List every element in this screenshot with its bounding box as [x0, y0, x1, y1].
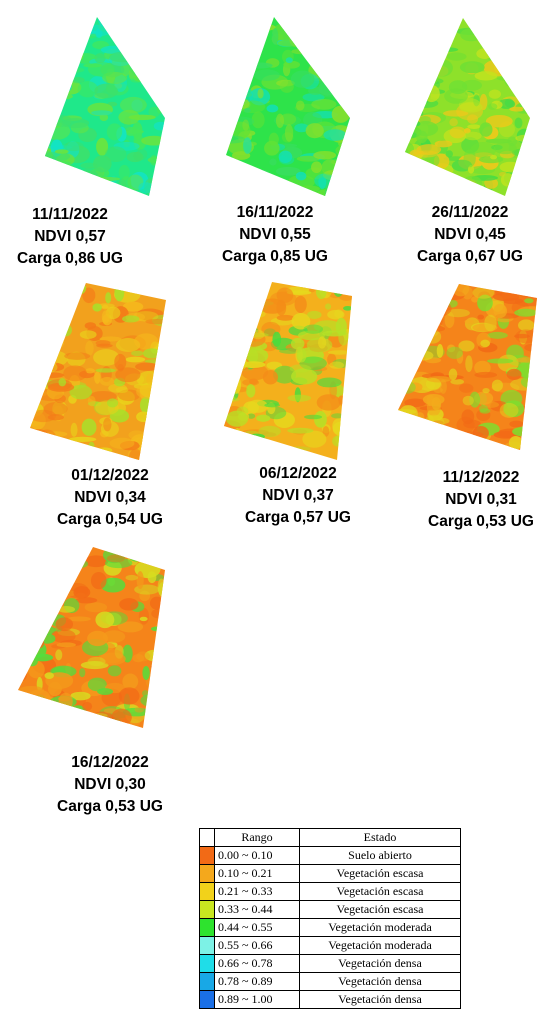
- legend-state: Vegetación densa: [299, 972, 461, 991]
- legend-range: 0.10 ~ 0.21: [214, 864, 300, 883]
- panel-date: 11/12/2022: [442, 469, 520, 486]
- panel-caption: 11/11/2022 NDVI 0,57 Carga 0,86 UG: [5, 204, 135, 270]
- panel-caption: 11/12/2022 NDVI 0,31 Carga 0,53 UG: [416, 467, 546, 533]
- panel-ndvi: NDVI 0,55: [239, 226, 311, 243]
- legend-color-swatch: [199, 972, 215, 991]
- panel-ndvi: NDVI 0,31: [445, 491, 517, 508]
- legend-row: 0.78 ~ 0.89 Vegetación densa: [199, 972, 461, 991]
- panel-date: 16/11/2022: [236, 204, 314, 221]
- panel-load: Carga 0,57 UG: [245, 509, 351, 526]
- panel-date: 26/11/2022: [431, 204, 509, 221]
- legend-state-header: Estado: [299, 828, 461, 847]
- legend-header-row: Rango Estado: [199, 828, 461, 847]
- legend-range: 0.89 ~ 1.00: [214, 990, 300, 1009]
- legend-range: 0.66 ~ 0.78: [214, 954, 300, 973]
- panel-caption: 26/11/2022 NDVI 0,45 Carga 0,67 UG: [405, 202, 535, 268]
- legend-state: Vegetación escasa: [299, 882, 461, 901]
- panel-date: 16/12/2022: [71, 754, 149, 771]
- panel-load: Carga 0,54 UG: [57, 511, 163, 528]
- legend-row: 0.33 ~ 0.44 Vegetación escasa: [199, 900, 461, 919]
- legend-range: 0.33 ~ 0.44: [214, 900, 300, 919]
- legend-row: 0.21 ~ 0.33 Vegetación escasa: [199, 882, 461, 901]
- legend-color-swatch: [199, 864, 215, 883]
- legend-color-swatch: [199, 990, 215, 1009]
- panel-date: 01/12/2022: [71, 467, 149, 484]
- panel-load: Carga 0,53 UG: [428, 513, 534, 530]
- legend-row: 0.00 ~ 0.10 Suelo abierto: [199, 846, 461, 865]
- legend-color-swatch: [199, 954, 215, 973]
- legend-range: 0.21 ~ 0.33: [214, 882, 300, 901]
- panel-caption: 06/12/2022 NDVI 0,37 Carga 0,57 UG: [233, 463, 363, 529]
- panel-ndvi: NDVI 0,57: [34, 228, 106, 245]
- legend-row: 0.66 ~ 0.78 Vegetación densa: [199, 954, 461, 973]
- legend-range-header: Rango: [214, 828, 300, 847]
- legend-row: 0.10 ~ 0.21 Vegetación escasa: [199, 864, 461, 883]
- panel-load: Carga 0,85 UG: [222, 248, 328, 265]
- panel-ndvi: NDVI 0,34: [74, 489, 146, 506]
- panel-ndvi: NDVI 0,30: [74, 776, 146, 793]
- legend-row: 0.55 ~ 0.66 Vegetación moderada: [199, 936, 461, 955]
- legend-state: Vegetación escasa: [299, 900, 461, 919]
- panel-date: 06/12/2022: [259, 465, 337, 482]
- legend-range: 0.44 ~ 0.55: [214, 918, 300, 937]
- legend-color-swatch: [199, 846, 215, 865]
- legend-color-swatch: [199, 936, 215, 955]
- panel-caption: 01/12/2022 NDVI 0,34 Carga 0,54 UG: [45, 465, 175, 531]
- legend-state: Vegetación densa: [299, 990, 461, 1009]
- ndvi-legend-table: Rango Estado 0.00 ~ 0.10 Suelo abierto 0.…: [199, 828, 461, 1009]
- legend-state: Vegetación escasa: [299, 864, 461, 883]
- panel-date: 11/11/2022: [32, 206, 108, 223]
- panel-caption: 16/11/2022 NDVI 0,55 Carga 0,85 UG: [210, 202, 340, 268]
- legend-range: 0.00 ~ 0.10: [214, 846, 300, 865]
- legend-range: 0.78 ~ 0.89: [214, 972, 300, 991]
- legend-state: Suelo abierto: [299, 846, 461, 865]
- panel-ndvi: NDVI 0,37: [262, 487, 334, 504]
- legend-swatch-header: [199, 828, 215, 847]
- panel-load: Carga 0,67 UG: [417, 248, 523, 265]
- legend-row: 0.89 ~ 1.00 Vegetación densa: [199, 990, 461, 1009]
- panel-caption: 16/12/2022 NDVI 0,30 Carga 0,53 UG: [45, 752, 175, 818]
- legend-row: 0.44 ~ 0.55 Vegetación moderada: [199, 918, 461, 937]
- panel-ndvi: NDVI 0,45: [434, 226, 506, 243]
- legend-state: Vegetación moderada: [299, 936, 461, 955]
- legend-color-swatch: [199, 882, 215, 901]
- legend-color-swatch: [199, 900, 215, 919]
- legend-color-swatch: [199, 918, 215, 937]
- legend-range: 0.55 ~ 0.66: [214, 936, 300, 955]
- panel-load: Carga 0,86 UG: [17, 250, 123, 267]
- panel-load: Carga 0,53 UG: [57, 798, 163, 815]
- legend-state: Vegetación moderada: [299, 918, 461, 937]
- legend-state: Vegetación densa: [299, 954, 461, 973]
